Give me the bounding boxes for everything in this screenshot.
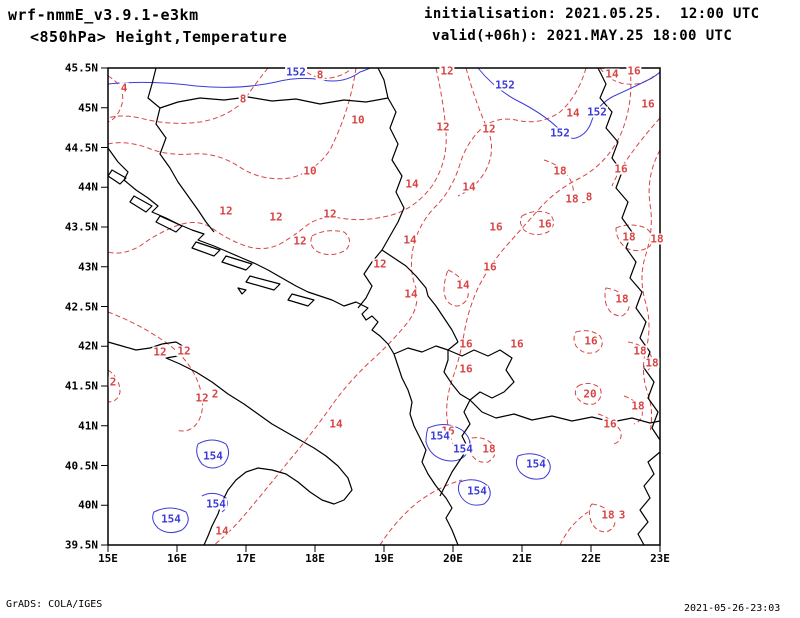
temp-contour [299, 67, 353, 79]
height-contour [152, 507, 189, 534]
temp-contour [615, 224, 653, 252]
temp-contour [611, 117, 661, 187]
border [147, 67, 161, 109]
init-time: initialisation: 2021.05.25. 12:00 UTC [424, 6, 760, 22]
temp-contour [559, 511, 589, 546]
grads-stamp: GrADS: COLA/IGES [6, 599, 103, 610]
temp-contour [574, 382, 602, 405]
temp-contour [604, 287, 630, 317]
temp-contour [597, 413, 622, 445]
coastline [107, 147, 459, 546]
coastline-islands [107, 169, 315, 307]
temp-contour [107, 67, 357, 180]
border [357, 97, 405, 309]
map-frame [107, 67, 661, 546]
temp-contour [107, 67, 447, 254]
border [155, 67, 389, 233]
height-contour [201, 492, 228, 513]
temp-contour [623, 395, 643, 425]
temp-contour [573, 330, 603, 354]
temp-contour [588, 503, 616, 533]
temp-contour [641, 149, 661, 433]
border [439, 399, 471, 497]
temp-contour [310, 230, 350, 256]
coastline-layer [107, 67, 661, 546]
temp-contour [468, 437, 496, 463]
height-contour [477, 67, 661, 139]
temp-contour [519, 210, 554, 236]
coastline [637, 451, 661, 546]
temp-contour [457, 67, 492, 197]
border [597, 67, 661, 441]
height-contour [196, 439, 230, 469]
height-contour-layer [107, 67, 661, 534]
temp-contour [627, 341, 654, 371]
coastline [107, 341, 353, 546]
temp-contour [446, 67, 632, 451]
temp-contour [107, 369, 121, 403]
model-title: wrf-nmmE_v3.9.1-e3km [8, 6, 199, 24]
temp-contour [599, 67, 657, 85]
field-title: <850hPa> Height,Temperature [30, 28, 288, 46]
border [381, 249, 459, 355]
valid-time: valid(+06h): 2021.MAY.25 18:00 UTC [432, 28, 733, 44]
temperature-contour-layer [107, 67, 661, 546]
axis-ticks [101, 67, 661, 552]
temp-contour [213, 67, 587, 546]
temp-contour [107, 67, 269, 124]
height-contour [457, 479, 491, 506]
temp-contour [543, 159, 593, 204]
height-contour [107, 67, 371, 88]
height-contour [515, 453, 551, 480]
temp-contour [443, 269, 469, 307]
timestamp: 2021-05-26-23:03 [684, 603, 781, 614]
temp-contour [379, 479, 463, 546]
border [443, 349, 515, 401]
temp-contour [107, 75, 124, 123]
temp-contour [107, 311, 204, 432]
height-contour [425, 424, 471, 462]
border [469, 399, 661, 424]
